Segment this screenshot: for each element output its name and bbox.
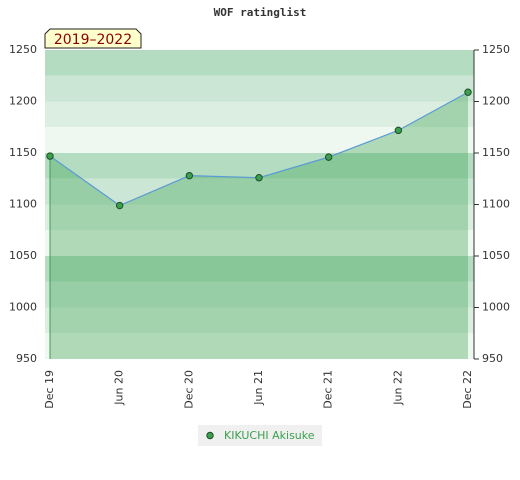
stripe [45, 333, 474, 359]
stripe [45, 256, 474, 282]
y2-tick-label: 1150 [482, 146, 510, 159]
stripe [45, 204, 474, 231]
subtitle: 2019–2022 [54, 32, 132, 48]
stripe [45, 101, 474, 128]
x-tick-label: Jun 21 [252, 370, 265, 406]
point [464, 88, 472, 96]
stripe [45, 50, 474, 76]
stripe [45, 178, 474, 205]
x-tick-label: Jun 22 [391, 370, 404, 406]
chart-title: WOF ratinglist [214, 6, 307, 19]
stripe [45, 281, 474, 308]
y2-tick-label: 1000 [482, 301, 510, 314]
y-tick-label: 950 [16, 352, 37, 365]
point [394, 126, 403, 135]
point [185, 171, 194, 180]
y2-tick-label: 950 [482, 352, 503, 365]
x-tick-label: Dec 19 [43, 370, 56, 409]
y2-tick-label: 1100 [482, 198, 510, 211]
stripe [45, 127, 474, 153]
subtitle-box [44, 28, 142, 49]
x-tick-label: Dec 21 [322, 370, 335, 409]
point [46, 152, 54, 160]
stripe [45, 230, 474, 256]
legend-label: KIKUCHI Akisuke [224, 429, 315, 442]
legend-marker [206, 431, 214, 440]
point [115, 201, 124, 210]
stripe [45, 307, 474, 334]
y-tick-label: 1050 [9, 249, 37, 262]
x-tick-label: Dec 22 [461, 370, 474, 409]
y2-tick-label: 1250 [482, 43, 510, 56]
y-tick-label: 1150 [9, 146, 37, 159]
y2-tick-label: 1200 [482, 95, 510, 108]
point [324, 153, 333, 161]
stripe [45, 75, 474, 102]
point [255, 174, 263, 182]
x-tick-label: Dec 20 [182, 370, 195, 409]
legend [198, 425, 322, 446]
area [50, 92, 468, 359]
y-tick-label: 1200 [9, 95, 37, 108]
y-tick-label: 1100 [9, 198, 37, 211]
y-tick-label: 1250 [9, 43, 37, 56]
y-tick-label: 1000 [9, 301, 37, 314]
x-tick-label: Jun 20 [113, 370, 126, 406]
y2-tick-label: 1050 [482, 249, 510, 262]
